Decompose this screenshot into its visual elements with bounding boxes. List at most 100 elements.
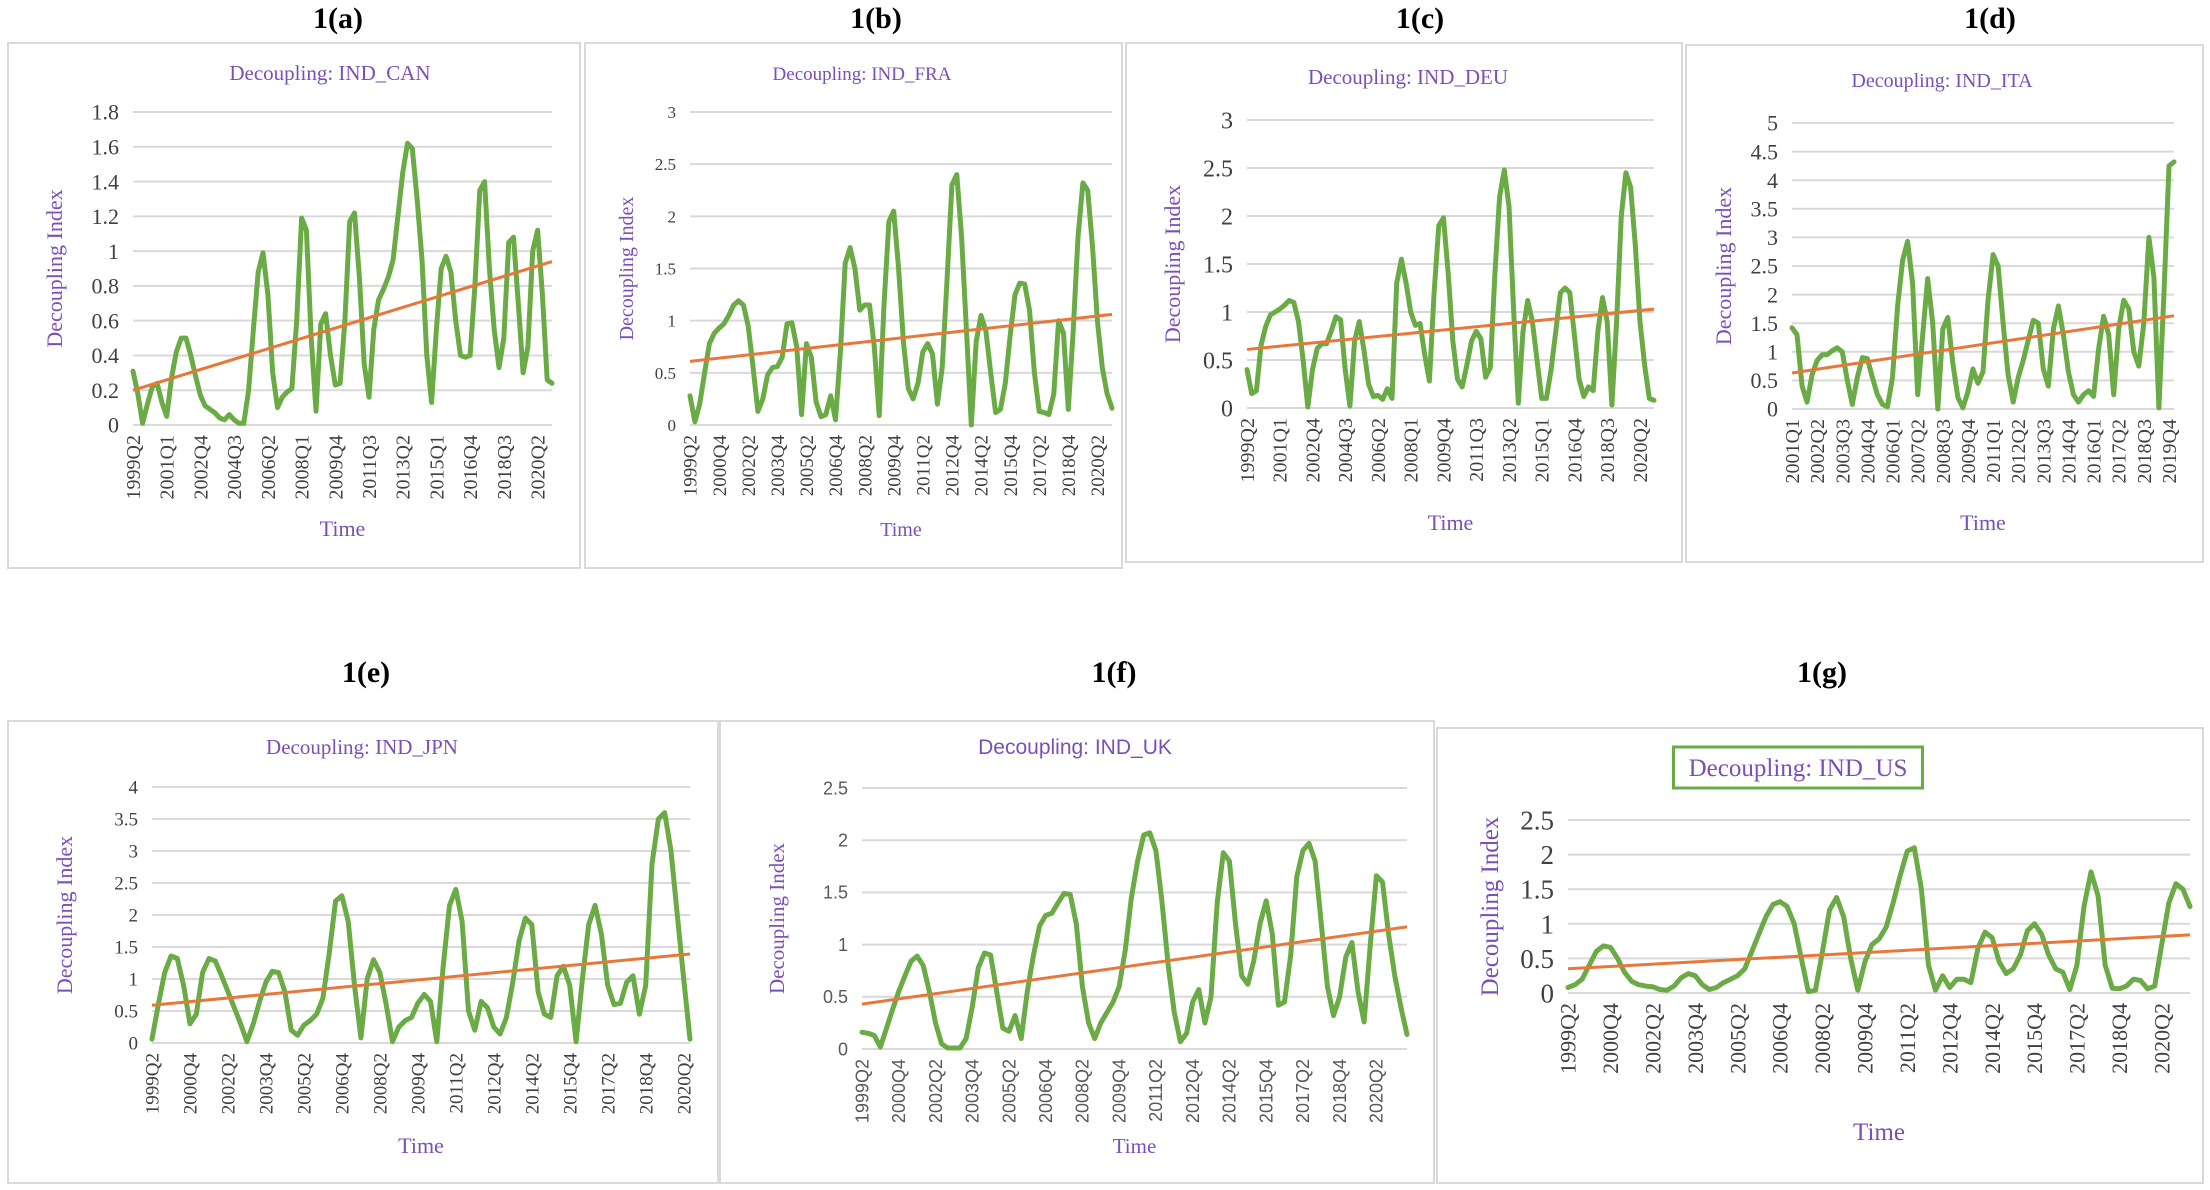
x-tick-label: 2009Q4 — [884, 435, 905, 497]
chart-c: Decoupling: IND_DEU 0 0.5 1 1.5 2 2.5 3 1999Q2 20… — [1160, 65, 1657, 535]
y-tick-label: 3 — [1767, 225, 1778, 250]
y-tick-label: 1.6 — [92, 134, 120, 159]
x-tick-label: 2013Q2 — [393, 435, 415, 499]
x-tick-label: 2009Q4 — [1109, 1059, 1129, 1123]
x-tick-label: 2018Q4 — [1059, 435, 1080, 497]
x-tick-label: 2006Q4 — [1036, 1059, 1056, 1123]
y-tick-label: 1 — [1767, 340, 1778, 365]
chart-title: Decoupling: IND_DEU — [1308, 65, 1508, 89]
x-tick-label: 2018Q3 — [2134, 419, 2156, 483]
x-tick-label: 2014Q2 — [522, 1053, 543, 1114]
x-tick-label: 2011Q3 — [359, 435, 381, 499]
y-tick-label: 0.6 — [92, 308, 120, 333]
y-tick-label: 0.5 — [114, 1002, 138, 1023]
x-tick-label: 2020Q2 — [1367, 1059, 1387, 1123]
y-tick-label: 4 — [129, 778, 139, 799]
y-tick-label: 2.5 — [1203, 156, 1233, 182]
x-tick-label: 2004Q3 — [1335, 418, 1357, 482]
y-tick-label: 3.5 — [1751, 197, 1779, 222]
y-tick-label: 0 — [1541, 978, 1555, 1008]
x-axis-label: Time — [1960, 510, 2006, 535]
y-tick-label: 0.5 — [823, 987, 848, 1007]
x-tick-label: 2006Q4 — [1768, 1003, 1793, 1074]
chart-f: Decoupling: IND_UK 0 0.5 1 1.5 2 2.5 1999Q2 2000… — [765, 736, 1410, 1158]
x-tick-label: 2015Q1 — [426, 435, 448, 499]
x-tick-label: 2001Q1 — [1270, 418, 1292, 482]
trend-line — [1246, 307, 1655, 351]
chart-title-box — [1672, 745, 1924, 790]
x-tick-label: 2014Q2 — [1980, 1003, 2005, 1074]
series-line — [149, 810, 693, 1045]
y-tick-label: 1.4 — [92, 169, 120, 194]
y-tick-label: 2.5 — [114, 874, 138, 895]
y-tick-label: 2.5 — [823, 778, 848, 798]
y-axis-label: Decoupling Index — [52, 836, 77, 994]
trend-line — [151, 952, 691, 1007]
x-tick-label: 2000Q4 — [889, 1059, 909, 1123]
y-tick-label: 0 — [838, 1039, 848, 1059]
y-tick-label: 2 — [129, 906, 139, 927]
chart-title: Decoupling: IND_ITA — [1851, 70, 2033, 92]
x-tick-label: 2002Q2 — [1641, 1003, 1666, 1074]
y-tick-label: 0.5 — [1751, 368, 1779, 393]
chart-title: Decoupling: IND_US — [1689, 755, 1908, 782]
series-line — [1244, 167, 1657, 410]
y-tick-label: 0.5 — [655, 364, 676, 383]
chart-panel-jpn — [7, 720, 719, 1184]
x-axis-label: Time — [398, 1133, 444, 1158]
series-line — [687, 172, 1115, 428]
x-tick-label: 2006Q4 — [333, 1053, 354, 1115]
x-tick-label: 2012Q4 — [1937, 1003, 1962, 1074]
trend-line — [132, 260, 553, 392]
chart-title: Decoupling: IND_FRA — [773, 64, 952, 85]
x-tick-label: 2015Q4 — [1001, 435, 1022, 497]
x-tick-label: 2011Q2 — [446, 1053, 467, 1114]
x-tick-label: 2011Q2 — [1895, 1003, 1920, 1073]
y-tick-label: 1.2 — [92, 204, 120, 229]
panel-label-c: 1(c) — [1395, 2, 1445, 35]
x-tick-label: 2016Q1 — [2084, 419, 2106, 483]
x-tick-label: 2018Q4 — [2107, 1003, 2132, 1074]
x-tick-label: 2001Q1 — [1782, 419, 1804, 483]
x-tick-label: 2005Q2 — [999, 1059, 1019, 1123]
x-tick-label: 2018Q4 — [1330, 1059, 1350, 1123]
y-tick-label: 2 — [1767, 282, 1778, 307]
chart-panel-can — [7, 42, 581, 569]
series-line — [1789, 159, 2177, 412]
x-tick-label: 2011Q2 — [913, 435, 934, 496]
chart-g: Decoupling: IND_US 0 0.5 1 1.5 2 2.5 1999Q2 2000… — [1477, 745, 2193, 1146]
y-axis-label: Decoupling Index — [616, 197, 638, 341]
x-tick-label: 2015Q4 — [2022, 1003, 2047, 1074]
x-axis-label: Time — [1853, 1119, 1905, 1146]
x-tick-label: 2020Q2 — [674, 1053, 695, 1114]
y-tick-label: 2 — [1541, 840, 1555, 870]
chart-title: Decoupling: IND_JPN — [266, 735, 458, 759]
x-tick-label: 2018Q4 — [636, 1053, 657, 1115]
y-tick-label: 4.5 — [1751, 139, 1779, 164]
x-tick-label: 2020Q2 — [1630, 418, 1652, 482]
x-tick-label: 2005Q2 — [1725, 1003, 1750, 1074]
y-tick-label: 0.4 — [92, 343, 120, 368]
y-tick-label: 2 — [838, 831, 848, 851]
x-tick-label: 2000Q4 — [710, 435, 731, 497]
trend-line — [689, 312, 1113, 363]
x-tick-label: 2009Q4 — [1433, 418, 1455, 482]
y-tick-label: 1.8 — [92, 100, 120, 125]
x-tick-label: 2013Q2 — [1499, 418, 1521, 482]
x-tick-label: 2009Q4 — [325, 435, 347, 499]
y-tick-label: 1.5 — [114, 938, 138, 959]
x-tick-label: 2003Q3 — [1832, 419, 1854, 483]
x-tick-label: 2020Q2 — [528, 435, 550, 499]
y-tick-label: 1 — [129, 970, 139, 991]
x-tick-label: 2015Q1 — [1532, 418, 1554, 482]
x-tick-label: 2014Q2 — [1220, 1059, 1240, 1123]
y-tick-label: 1.5 — [823, 883, 848, 903]
chart-d: Decoupling: IND_ITA 0 0.5 1 1.5 2 2.5 3 3.5 4 4.5 5… — [1711, 70, 2181, 535]
panel-label-a: 1(a) — [313, 2, 363, 35]
series-line — [859, 830, 1410, 1051]
x-tick-label: 2002Q4 — [1302, 418, 1324, 482]
y-axis-label: Decoupling Index — [1711, 187, 1736, 345]
y-tick-label: 2.5 — [1751, 254, 1779, 279]
x-tick-label: 2015Q4 — [1256, 1059, 1276, 1123]
x-tick-label: 2002Q2 — [219, 1053, 240, 1114]
